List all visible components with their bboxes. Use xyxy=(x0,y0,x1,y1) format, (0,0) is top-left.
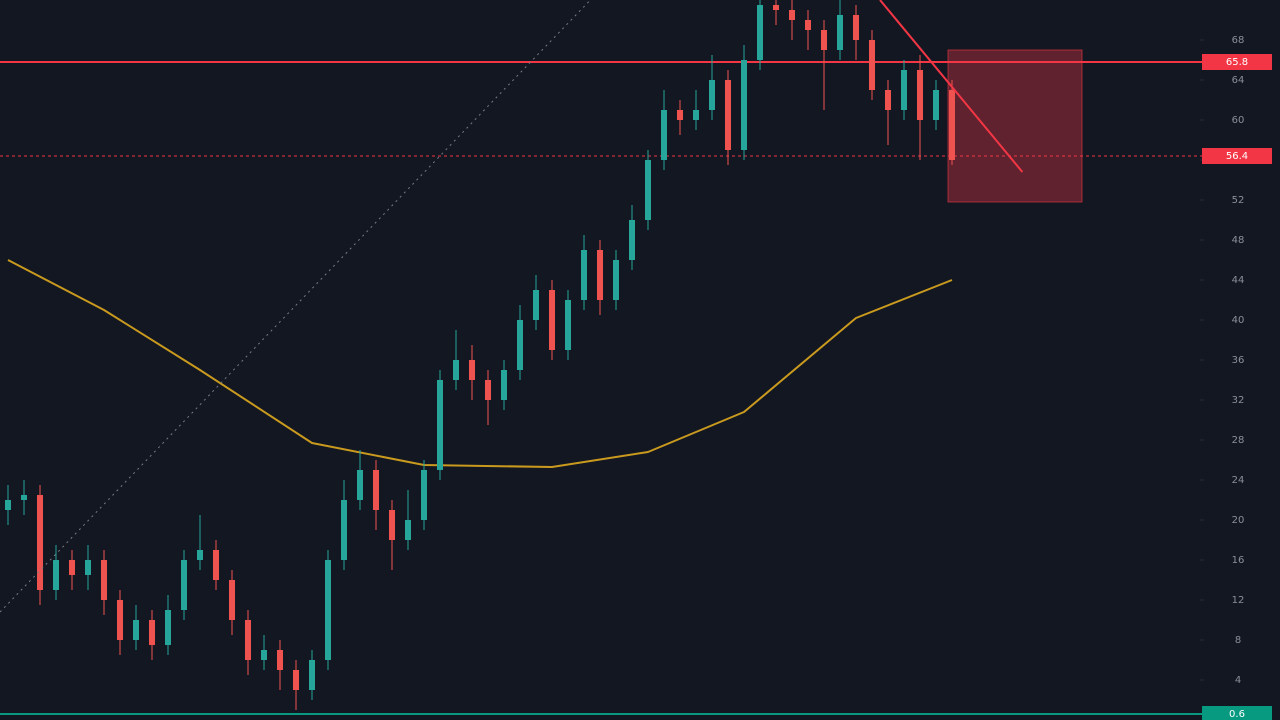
y-tick-label: 32 xyxy=(1232,395,1245,406)
candle-body xyxy=(517,320,523,370)
candle-body xyxy=(949,90,955,160)
trendline xyxy=(879,0,1024,173)
candle-body xyxy=(837,15,843,50)
candle-body xyxy=(293,670,299,690)
candle-body xyxy=(485,380,491,400)
price-label: 65.8 xyxy=(1226,57,1248,68)
candle-body xyxy=(245,620,251,660)
candle-body xyxy=(917,70,923,120)
candle-body xyxy=(357,470,363,500)
candle-body xyxy=(117,600,123,640)
candle-body xyxy=(469,360,475,380)
candle-body xyxy=(373,470,379,510)
candle-body xyxy=(229,580,235,620)
candle-body xyxy=(773,5,779,10)
candle-body xyxy=(709,80,715,110)
candle-body xyxy=(693,110,699,120)
candle-body xyxy=(501,370,507,400)
price-label: 56.4 xyxy=(1226,151,1248,162)
candle-body xyxy=(677,110,683,120)
candle-body xyxy=(885,90,891,110)
trendline xyxy=(0,0,591,613)
candle-body xyxy=(69,560,75,575)
candle-body xyxy=(261,650,267,660)
candle-body xyxy=(309,660,315,690)
candle-body xyxy=(725,80,731,150)
y-tick-label: 68 xyxy=(1232,35,1245,46)
y-tick-label: 36 xyxy=(1232,355,1245,366)
y-tick-label: 52 xyxy=(1232,195,1245,206)
candle-body xyxy=(821,30,827,50)
candle-body xyxy=(165,610,171,645)
candle-body xyxy=(277,650,283,670)
candle-body xyxy=(661,110,667,160)
y-tick-label: 48 xyxy=(1232,235,1245,246)
candle-body xyxy=(533,290,539,320)
candle-body xyxy=(341,500,347,560)
y-tick-label: 40 xyxy=(1232,315,1245,326)
candle-body xyxy=(437,380,443,470)
candle-body xyxy=(853,15,859,40)
candle-body xyxy=(597,250,603,300)
candle-body xyxy=(85,560,91,575)
candle-body xyxy=(565,300,571,350)
candle-body xyxy=(213,550,219,580)
candle-body xyxy=(37,495,43,590)
candle-body xyxy=(645,160,651,220)
candle-body xyxy=(421,470,427,520)
y-tick-label: 12 xyxy=(1232,595,1245,606)
candle-body xyxy=(181,560,187,610)
candle-body xyxy=(133,620,139,640)
candle-body xyxy=(197,550,203,560)
y-tick-label: 64 xyxy=(1232,75,1245,86)
candle-body xyxy=(149,620,155,645)
candle-body xyxy=(901,70,907,110)
candle-body xyxy=(933,90,939,120)
candle-body xyxy=(741,60,747,150)
y-tick-label: 24 xyxy=(1232,475,1245,486)
candle-body xyxy=(613,260,619,300)
candle-body xyxy=(101,560,107,600)
y-tick-label: 4 xyxy=(1235,675,1241,686)
candle-body xyxy=(453,360,459,380)
candle-body xyxy=(805,20,811,30)
price-label: 0.6 xyxy=(1229,709,1245,720)
candle-body xyxy=(581,250,587,300)
candle-body xyxy=(405,520,411,540)
candle-body xyxy=(389,510,395,540)
candle-body xyxy=(21,495,27,500)
y-tick-label: 20 xyxy=(1232,515,1245,526)
candle-body xyxy=(869,40,875,90)
y-tick-label: 16 xyxy=(1232,555,1245,566)
moving-average xyxy=(7,259,953,468)
candle-body xyxy=(5,500,11,510)
candle-body xyxy=(325,560,331,660)
y-tick-label: 60 xyxy=(1232,115,1245,126)
y-tick-label: 28 xyxy=(1232,435,1245,446)
price-label-box xyxy=(1202,706,1272,720)
candle-body xyxy=(629,220,635,260)
candle-body xyxy=(757,5,763,60)
candle-body xyxy=(789,10,795,20)
candle-body xyxy=(549,290,555,350)
position-zone xyxy=(947,49,1083,203)
y-tick-label: 44 xyxy=(1232,275,1245,286)
candle-body xyxy=(53,560,59,590)
price-label-box xyxy=(1202,148,1272,164)
y-tick-label: 8 xyxy=(1235,635,1241,646)
price-label-box xyxy=(1202,54,1272,70)
